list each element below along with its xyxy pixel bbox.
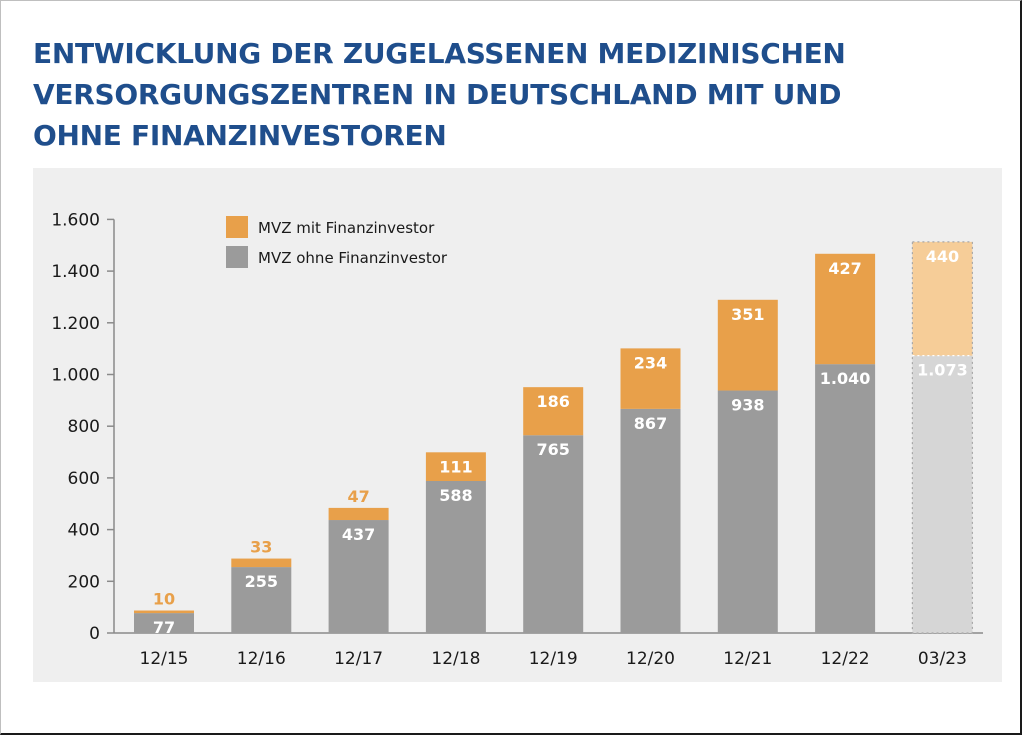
value-label-ohne-finanzinvestor: 588 <box>439 486 472 505</box>
value-label-ohne-finanzinvestor: 255 <box>245 572 278 591</box>
y-tick-label: 400 <box>68 521 100 541</box>
bar-ohne-finanzinvestor <box>815 364 876 633</box>
value-label-ohne-finanzinvestor: 1.040 <box>820 369 871 388</box>
value-label-ohne-finanzinvestor: 1.073 <box>917 361 968 380</box>
value-label-mit-finanzinvestor: 351 <box>731 305 764 324</box>
legend-label-ohne-finanzinvestor: MVZ ohne Finanzinvestor <box>258 249 448 267</box>
bar-ohne-finanzinvestor <box>425 481 486 633</box>
bar-mit-finanzinvestor <box>231 558 292 568</box>
chart-title: ENTWICKLUNG DER ZUGELASSENEN MEDIZINISCH… <box>33 33 933 156</box>
value-label-mit-finanzinvestor: 440 <box>926 247 959 266</box>
bar-ohne-finanzinvestor <box>620 408 681 633</box>
bar-mit-finanzinvestor <box>620 348 681 409</box>
value-label-mit-finanzinvestor: 186 <box>536 392 569 411</box>
bar-mit-finanzinvestor <box>425 452 486 482</box>
projection-outline <box>911 241 974 634</box>
y-tick-label: 1.000 <box>51 366 100 386</box>
x-tick-label: 12/22 <box>821 649 870 669</box>
bar-ohne-finanzinvestor <box>231 567 292 633</box>
y-tick-label: 1.200 <box>51 314 100 334</box>
bar-ohne-finanzinvestor <box>523 435 584 633</box>
bar-mit-finanzinvestor <box>717 299 778 391</box>
value-label-ohne-finanzinvestor: 77 <box>153 618 175 637</box>
chart-title-line-1: ENTWICKLUNG DER ZUGELASSENEN MEDIZINISCH… <box>33 37 846 70</box>
bar-mit-finanzinvestor <box>328 507 389 521</box>
bar-ohne-finanzinvestor <box>912 355 973 633</box>
legend-swatch-mit-finanzinvestor <box>226 216 248 238</box>
bar-mit-finanzinvestor <box>912 241 973 356</box>
y-tick-label: 200 <box>68 572 100 592</box>
x-tick-label: 12/19 <box>529 649 578 669</box>
value-label-mit-finanzinvestor: 234 <box>634 353 667 372</box>
x-tick-label: 12/16 <box>237 649 286 669</box>
value-label-mit-finanzinvestor: 47 <box>347 487 369 506</box>
x-tick-label: 12/15 <box>140 649 189 669</box>
chart-title-line-2: VERSORGUNGSZENTREN IN DEUTSCHLAND MIT UN… <box>33 78 842 111</box>
stacked-bar-chart: 0 200 400 600 800 1.000 1.200 1.400 1.600 77 10 12/… <box>51 210 983 669</box>
legend-swatch-ohne-finanzinvestor <box>226 246 248 268</box>
y-tick-label: 1.600 <box>51 210 100 230</box>
y-tick-label: 1.400 <box>51 262 100 282</box>
value-label-ohne-finanzinvestor: 938 <box>731 396 764 415</box>
bar-mit-finanzinvestor <box>134 610 194 614</box>
value-label-ohne-finanzinvestor: 765 <box>536 440 569 459</box>
bar-mit-finanzinvestor <box>815 253 876 365</box>
x-tick-label: 12/20 <box>626 649 675 669</box>
value-label-ohne-finanzinvestor: 867 <box>634 414 667 433</box>
x-tick-label: 12/17 <box>334 649 383 669</box>
x-tick-label: 03/23 <box>918 649 967 669</box>
legend-label-mit-finanzinvestor: MVZ mit Finanzinvestor <box>258 219 435 237</box>
y-tick-label: 0 <box>89 624 100 644</box>
bar-mit-finanzinvestor <box>523 387 584 436</box>
value-label-mit-finanzinvestor: 10 <box>153 590 175 609</box>
y-tick-label: 600 <box>68 469 100 489</box>
bar-ohne-finanzinvestor <box>717 390 778 633</box>
chart-title-line-3: OHNE FINANZINVESTOREN <box>33 119 447 152</box>
x-tick-label: 12/18 <box>431 649 480 669</box>
bar-ohne-finanzinvestor <box>328 520 389 633</box>
x-tick-label: 12/21 <box>723 649 772 669</box>
value-label-ohne-finanzinvestor: 437 <box>342 525 375 544</box>
chart-panel: 0 200 400 600 800 1.000 1.200 1.400 1.600 77 10 12/… <box>33 168 1002 682</box>
value-label-mit-finanzinvestor: 33 <box>250 538 272 557</box>
y-tick-label: 800 <box>68 417 100 437</box>
value-label-mit-finanzinvestor: 111 <box>439 457 472 476</box>
bar-ohne-finanzinvestor <box>134 613 194 633</box>
value-label-mit-finanzinvestor: 427 <box>828 259 861 278</box>
